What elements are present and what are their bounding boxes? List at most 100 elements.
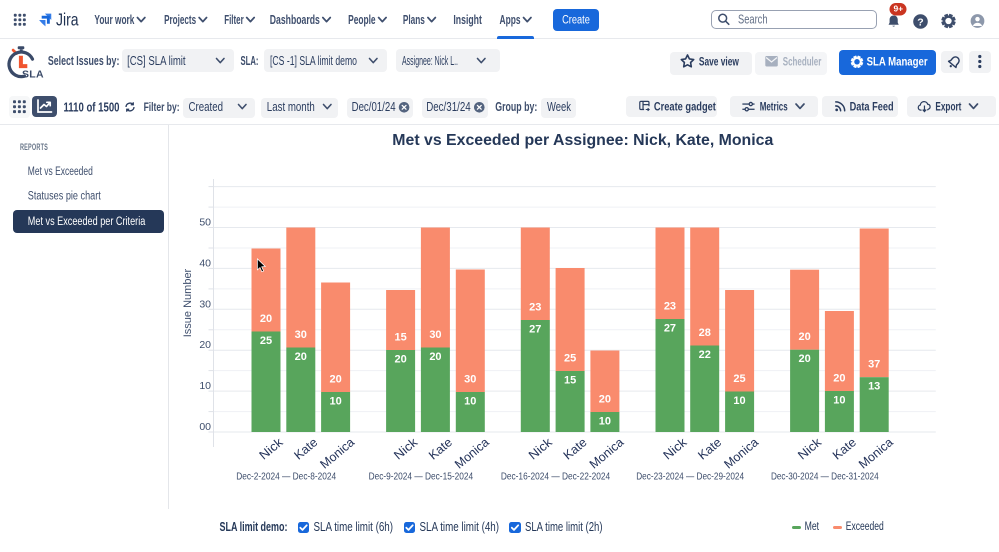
svg-text:SLA time limit (6h): SLA time limit (6h) [314,520,394,534]
svg-text:Dec/31/24: Dec/31/24 [426,100,471,114]
svg-text:Data Feed: Data Feed [850,100,894,114]
svg-text:27: 27 [529,324,541,336]
svg-text:People: People [348,13,376,27]
svg-text:Projects: Projects [164,13,196,27]
svg-text:Last month: Last month [267,100,315,114]
svg-text:23: 23 [664,301,676,313]
svg-text:Metrics: Metrics [760,100,788,114]
svg-text:15: 15 [395,332,407,344]
svg-text:Create: Create [562,15,590,27]
svg-text:Nick: Nick [526,435,556,463]
svg-text:Plans: Plans [403,13,425,27]
svg-text:30: 30 [429,329,441,341]
svg-text:20: 20 [798,353,810,365]
svg-text:SLA: SLA [22,69,44,81]
svg-text:1110 of 1500: 1110 of 1500 [64,100,120,115]
svg-text:Met: Met [805,521,820,533]
svg-text:Dec-30-2024 — Dec-31-2024: Dec-30-2024 — Dec-31-2024 [771,472,879,483]
svg-text:00: 00 [199,421,211,433]
svg-text:Nick: Nick [661,435,691,463]
svg-text:Jira: Jira [56,10,79,30]
svg-text:10: 10 [464,396,476,408]
svg-text:SLA:: SLA: [241,54,259,68]
svg-text:20: 20 [329,374,341,386]
svg-text:20: 20 [295,351,307,363]
svg-text:20: 20 [798,331,810,343]
svg-text:Nick: Nick [257,435,287,463]
svg-text:20: 20 [395,354,407,366]
svg-text:Kate: Kate [695,435,724,462]
svg-text:Select Issues by:: Select Issues by: [48,54,120,68]
svg-text:Monica: Monica [317,435,357,471]
svg-text:Created: Created [189,100,224,114]
svg-text:Search: Search [738,13,768,27]
svg-text:30: 30 [464,374,476,386]
svg-text:Monica: Monica [587,435,627,471]
svg-text:Dec/01/24: Dec/01/24 [352,100,396,114]
svg-text:20: 20 [260,313,272,325]
svg-text:Nick: Nick [795,435,825,463]
svg-text:25: 25 [260,335,272,347]
svg-text:Monica: Monica [856,435,896,471]
svg-text:Assignee: Nick L..: Assignee: Nick L.. [402,54,458,68]
svg-text:37: 37 [868,359,880,371]
svg-text:Export: Export [935,100,961,114]
svg-text:Dec-9-2024 — Dec-15-2024: Dec-9-2024 — Dec-15-2024 [369,472,474,483]
svg-text:Dec-16-2024 — Dec-22-2024: Dec-16-2024 — Dec-22-2024 [501,472,611,483]
svg-text:Monica: Monica [721,435,761,471]
svg-text:20: 20 [429,351,441,363]
svg-text:25: 25 [564,353,576,365]
svg-text:10: 10 [599,416,611,428]
svg-text:[CS -1] SLA limit demo: [CS -1] SLA limit demo [270,54,357,68]
svg-text:Apps: Apps [500,13,521,27]
svg-text:SLA Manager: SLA Manager [867,55,928,69]
svg-text:Issue Number: Issue Number [182,268,194,337]
svg-text:25: 25 [733,373,745,385]
svg-text:15: 15 [564,375,576,387]
svg-text:Dec-23-2024 — Dec-29-2024: Dec-23-2024 — Dec-29-2024 [636,472,744,483]
svg-text:?: ? [917,16,923,28]
svg-text:SLA time limit (2h): SLA time limit (2h) [525,520,603,534]
svg-text:20: 20 [833,373,845,385]
svg-text:22: 22 [699,349,711,361]
svg-text:Dashboards: Dashboards [270,13,320,27]
svg-text:9+: 9+ [893,4,903,14]
svg-text:Save view: Save view [699,55,739,69]
svg-text:Create gadget: Create gadget [654,100,716,114]
svg-text:10: 10 [329,396,341,408]
svg-text:13: 13 [868,381,880,393]
svg-text:[CS] SLA limit: [CS] SLA limit [127,54,186,68]
svg-text:Met vs Exceeded per Assignee:: Met vs Exceeded per Assignee: Nick, Kate… [392,132,773,149]
svg-text:Kate: Kate [830,435,859,462]
svg-text:Kate: Kate [426,435,455,462]
svg-text:50: 50 [199,217,211,229]
svg-text:27: 27 [664,323,676,335]
svg-text:SLA time limit (4h): SLA time limit (4h) [420,520,500,534]
svg-text:20: 20 [199,339,211,351]
svg-text:Met vs Exceeded: Met vs Exceeded [28,166,93,178]
svg-text:28: 28 [699,327,711,339]
svg-text:Filter by:: Filter by: [144,100,180,114]
svg-text:Monica: Monica [452,435,492,471]
svg-text:Your work: Your work [94,13,134,27]
svg-text:Insight: Insight [453,13,482,27]
svg-text:Kate: Kate [291,435,320,462]
svg-text:Statuses pie chart: Statuses pie chart [28,191,102,203]
svg-text:REPORTS: REPORTS [20,142,48,152]
svg-text:Scheduler: Scheduler [783,55,822,69]
svg-text:Group by:: Group by: [495,100,537,114]
svg-text:10: 10 [199,380,211,392]
svg-text:40: 40 [199,257,211,269]
svg-text:Exceeded: Exceeded [846,521,884,533]
svg-text:20: 20 [599,394,611,406]
svg-text:23: 23 [529,302,541,314]
svg-text:30: 30 [199,298,211,310]
svg-text:30: 30 [295,329,307,341]
svg-text:Week: Week [547,100,572,114]
svg-text:Met vs Exceeded per Criteria: Met vs Exceeded per Criteria [28,216,146,228]
svg-text:Filter: Filter [224,13,244,27]
svg-text:10: 10 [733,395,745,407]
svg-text:Kate: Kate [561,435,590,462]
svg-text:SLA limit demo:: SLA limit demo: [220,520,288,534]
svg-text:10: 10 [833,395,845,407]
